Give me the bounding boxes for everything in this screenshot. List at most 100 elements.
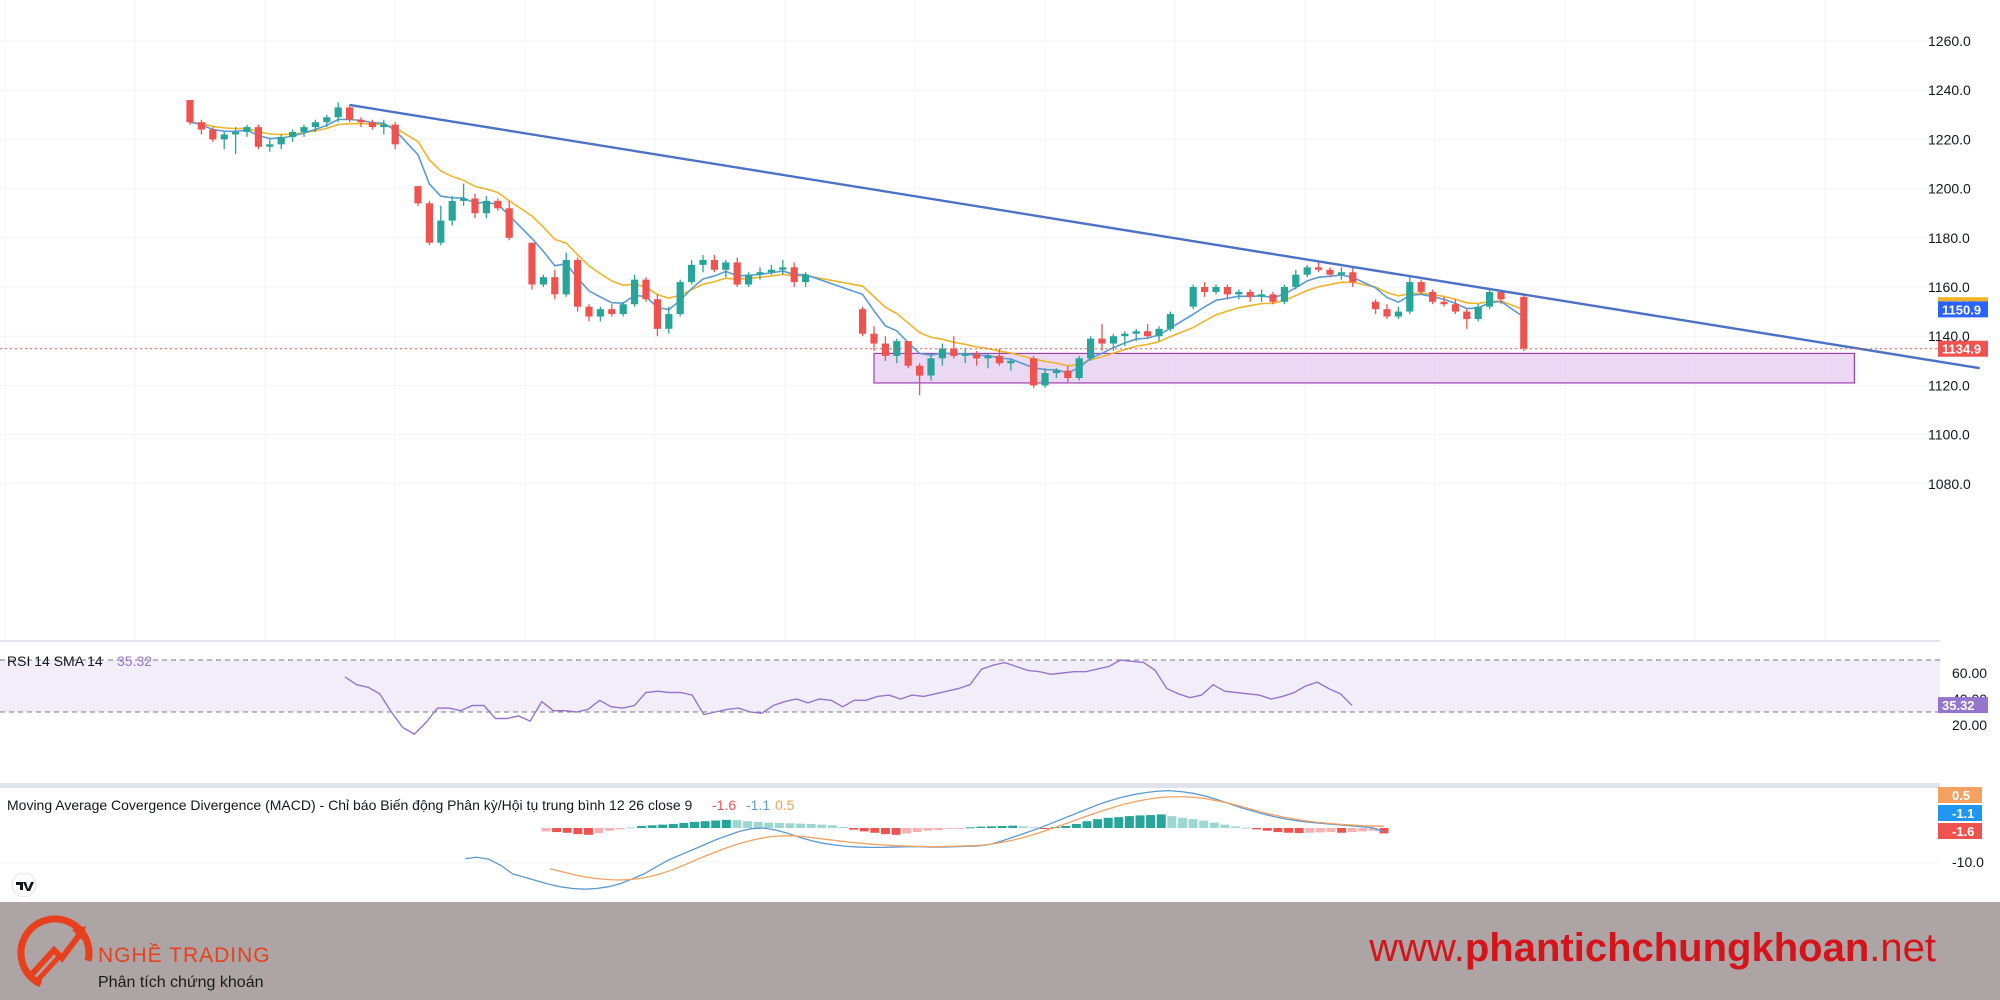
candle[interactable]: [1383, 304, 1391, 319]
candle[interactable]: [995, 348, 1003, 366]
candle[interactable]: [756, 267, 764, 280]
candle[interactable]: [710, 255, 718, 273]
candle[interactable]: [1064, 365, 1072, 383]
candle[interactable]: [1292, 269, 1300, 290]
candle[interactable]: [289, 129, 297, 142]
ma-fast-line[interactable]: [189, 118, 1525, 374]
candle[interactable]: [699, 255, 707, 273]
candle[interactable]: [323, 114, 331, 128]
candle[interactable]: [460, 183, 468, 206]
candle[interactable]: [722, 259, 730, 278]
candle[interactable]: [551, 269, 559, 300]
candle[interactable]: [1109, 333, 1117, 351]
candle[interactable]: [1075, 355, 1083, 381]
candle[interactable]: [368, 119, 376, 130]
candle[interactable]: [1520, 294, 1528, 351]
candle[interactable]: [1041, 368, 1049, 388]
candle[interactable]: [631, 274, 639, 307]
candle[interactable]: [950, 336, 958, 359]
candle[interactable]: [870, 326, 878, 351]
candle[interactable]: [186, 100, 194, 125]
candle[interactable]: [676, 279, 684, 317]
candle[interactable]: [984, 353, 992, 369]
price-axis[interactable]: 1260.0 1240.0 1220.0 1200.0 1180.0 1160.0 1140…: [1928, 33, 1971, 492]
candle[interactable]: [505, 200, 513, 241]
candle[interactable]: [254, 124, 262, 150]
candle[interactable]: [745, 272, 753, 287]
candle[interactable]: [1417, 279, 1425, 295]
candle[interactable]: [562, 252, 570, 297]
candle[interactable]: [1212, 284, 1220, 295]
candle[interactable]: [1030, 355, 1038, 388]
panel-divider[interactable]: [0, 783, 1940, 788]
candle[interactable]: [357, 117, 365, 128]
candle[interactable]: [1451, 299, 1459, 315]
candle[interactable]: [904, 341, 912, 369]
candle[interactable]: [482, 195, 490, 219]
candle[interactable]: [197, 119, 205, 135]
candle[interactable]: [927, 353, 935, 381]
candle[interactable]: [1052, 368, 1060, 379]
candle[interactable]: [1429, 289, 1437, 305]
candle[interactable]: [1497, 291, 1505, 305]
candle[interactable]: [414, 186, 422, 206]
candle[interactable]: [425, 200, 433, 246]
candlesticks[interactable]: [186, 100, 1528, 396]
candle[interactable]: [1235, 289, 1243, 300]
candle[interactable]: [380, 119, 388, 135]
candle[interactable]: [608, 304, 616, 317]
candle[interactable]: [232, 127, 240, 155]
candle[interactable]: [1155, 326, 1163, 342]
candle[interactable]: [494, 198, 502, 211]
ma-slow-line[interactable]: [189, 121, 1525, 367]
candle[interactable]: [1337, 267, 1345, 280]
candle[interactable]: [1258, 289, 1266, 302]
candle[interactable]: [1223, 284, 1231, 300]
candle[interactable]: [266, 139, 274, 152]
rsi-line[interactable]: [344, 659, 1353, 735]
candle[interactable]: [1326, 267, 1334, 278]
candle[interactable]: [973, 350, 981, 366]
candle[interactable]: [1098, 323, 1106, 351]
candle[interactable]: [574, 257, 582, 312]
candle[interactable]: [1372, 299, 1380, 315]
candle[interactable]: [1201, 282, 1209, 297]
candle[interactable]: [437, 205, 445, 246]
candle[interactable]: [220, 132, 228, 150]
candle[interactable]: [277, 134, 285, 150]
macd-signal-line[interactable]: [549, 796, 1385, 881]
candle[interactable]: [311, 119, 319, 133]
candle[interactable]: [1132, 328, 1140, 342]
candle[interactable]: [334, 102, 342, 123]
candle[interactable]: [448, 195, 456, 226]
candle[interactable]: [859, 306, 867, 337]
candle[interactable]: [653, 294, 661, 337]
candle[interactable]: [1315, 262, 1323, 273]
candle[interactable]: [539, 274, 547, 287]
candle[interactable]: [1189, 284, 1197, 310]
candle[interactable]: [767, 264, 775, 275]
candle[interactable]: [1394, 306, 1402, 319]
candle[interactable]: [585, 304, 593, 322]
candle[interactable]: [779, 259, 787, 275]
candle[interactable]: [209, 127, 217, 142]
trendline-line[interactable]: [349, 103, 1980, 370]
candle[interactable]: [961, 348, 969, 364]
candle[interactable]: [596, 306, 604, 322]
candle[interactable]: [1486, 289, 1494, 310]
candle[interactable]: [916, 363, 924, 396]
candle[interactable]: [1349, 267, 1357, 287]
tradingview-logo-icon[interactable]: [8, 873, 40, 897]
candle[interactable]: [346, 104, 354, 123]
candle[interactable]: [790, 262, 798, 287]
candle[interactable]: [471, 193, 479, 219]
candle[interactable]: [1440, 296, 1448, 307]
trendline[interactable]: [349, 103, 1980, 370]
candle[interactable]: [1166, 311, 1174, 332]
candle[interactable]: [1406, 277, 1414, 315]
candle[interactable]: [1007, 358, 1015, 371]
candle[interactable]: [733, 257, 741, 287]
candle[interactable]: [243, 124, 251, 137]
candle[interactable]: [391, 122, 399, 150]
candle[interactable]: [1246, 289, 1254, 302]
